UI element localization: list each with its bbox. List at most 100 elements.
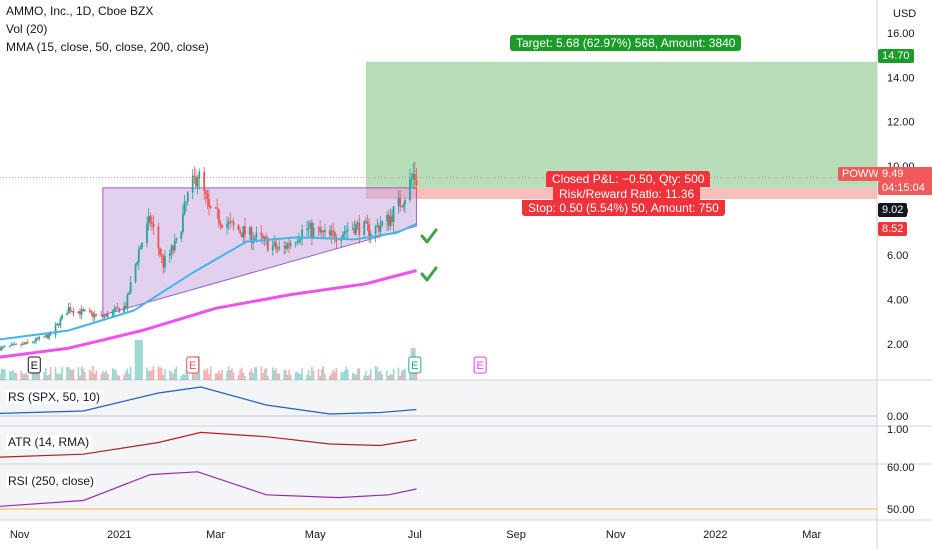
candle-body bbox=[296, 241, 299, 243]
symbol-legend[interactable]: AMMO, Inc., 1D, Cboe BZX bbox=[6, 4, 154, 18]
candle-body bbox=[240, 232, 243, 238]
earnings-box bbox=[408, 356, 422, 374]
candle-body bbox=[216, 207, 219, 209]
atr-pane[interactable] bbox=[0, 426, 877, 464]
volume-bar bbox=[93, 374, 96, 380]
volume-bar bbox=[237, 375, 240, 380]
volume-bar bbox=[172, 373, 174, 380]
volume-bar bbox=[147, 370, 150, 380]
candle-body bbox=[346, 229, 349, 231]
candle-body bbox=[311, 222, 313, 237]
volume-bar bbox=[36, 369, 39, 380]
candle-body bbox=[0, 347, 3, 351]
volume-bar bbox=[173, 369, 176, 380]
volume-bar bbox=[232, 372, 235, 380]
rs-pane[interactable] bbox=[0, 380, 877, 426]
candle-body bbox=[106, 313, 109, 317]
volume-bar bbox=[365, 370, 367, 380]
candle-body bbox=[43, 336, 45, 338]
candle-body bbox=[379, 225, 382, 232]
candle-body bbox=[118, 308, 121, 313]
candle-body bbox=[203, 171, 206, 191]
volume-bar bbox=[332, 369, 334, 380]
candle-body bbox=[242, 226, 245, 238]
candle-body bbox=[377, 225, 380, 232]
candle-body bbox=[275, 242, 277, 249]
candle-body bbox=[103, 315, 106, 318]
rs-tick-label: 0.00 bbox=[887, 411, 908, 423]
volume-bar bbox=[320, 369, 323, 380]
volume-bar bbox=[392, 368, 395, 380]
candle-body bbox=[262, 235, 264, 239]
candle-body bbox=[389, 216, 392, 226]
volume-bar bbox=[80, 366, 83, 380]
candle-body bbox=[191, 175, 194, 193]
volume-bar bbox=[216, 373, 219, 380]
candle-body bbox=[355, 223, 357, 234]
candle-body bbox=[38, 336, 41, 339]
volume-bar bbox=[267, 375, 269, 380]
volume-bar bbox=[366, 375, 369, 380]
candle-body bbox=[229, 221, 232, 223]
volume-bar bbox=[128, 373, 130, 380]
volume-bar bbox=[151, 369, 153, 380]
candle-body bbox=[173, 240, 176, 251]
candle-body bbox=[342, 234, 344, 239]
volume-bar bbox=[369, 369, 372, 380]
time-tick-label: Nov bbox=[606, 529, 626, 541]
candle-body bbox=[204, 190, 207, 195]
candle-body bbox=[231, 221, 233, 223]
mma-legend[interactable]: MMA (15, close, 50, close, 200, close) bbox=[6, 40, 209, 54]
volume-bar bbox=[288, 369, 290, 380]
candle-body bbox=[402, 204, 405, 208]
candle-body bbox=[92, 312, 94, 318]
candle-body bbox=[129, 282, 132, 294]
candle-body bbox=[317, 227, 320, 229]
candle-body bbox=[67, 307, 70, 314]
volume-bar bbox=[100, 374, 103, 380]
rsi-legend[interactable]: RSI (250, close) bbox=[6, 474, 97, 488]
volume-bar bbox=[218, 370, 220, 380]
volume-bar bbox=[271, 367, 274, 380]
candle-body bbox=[36, 338, 39, 340]
time-tick-label: Sep bbox=[506, 529, 526, 541]
candle-body bbox=[126, 294, 129, 309]
volume-bar bbox=[389, 373, 392, 380]
volume-bar bbox=[118, 375, 121, 380]
candle-body bbox=[351, 228, 354, 230]
rs-legend[interactable]: RS (SPX, 50, 10) bbox=[6, 390, 103, 404]
candle-body bbox=[263, 236, 266, 239]
volume-bar bbox=[187, 368, 189, 380]
ma50-line bbox=[0, 222, 417, 341]
candle-body bbox=[226, 224, 228, 228]
volume-bar bbox=[381, 374, 383, 380]
volume-bar bbox=[129, 366, 132, 380]
volume-bar bbox=[82, 368, 85, 380]
candle-body bbox=[10, 344, 13, 346]
candle-body bbox=[368, 223, 370, 236]
volume-bar bbox=[299, 374, 302, 380]
volume-legend[interactable]: Vol (20) bbox=[6, 22, 48, 36]
volume-bar bbox=[240, 367, 243, 380]
candle-body bbox=[69, 307, 72, 312]
time-tick-label: Nov bbox=[10, 529, 30, 541]
atr-line bbox=[0, 431, 417, 458]
rr-label: Risk/Reward Ratio: 11.36 bbox=[553, 186, 701, 202]
volume-bar bbox=[0, 368, 3, 380]
volume-bar bbox=[25, 372, 27, 380]
candle-body bbox=[23, 343, 26, 345]
atr-legend[interactable]: ATR (14, RMA) bbox=[6, 435, 92, 449]
candle-body bbox=[328, 230, 331, 236]
candle-body bbox=[172, 246, 175, 251]
candle-body bbox=[186, 192, 189, 202]
volume-bar bbox=[4, 368, 6, 380]
candle-body bbox=[237, 225, 240, 230]
rsi-pane[interactable] bbox=[0, 464, 877, 520]
volume-bar bbox=[157, 366, 160, 380]
candle-body bbox=[157, 226, 160, 249]
volume-bar bbox=[294, 372, 297, 380]
volume-bar bbox=[329, 375, 331, 380]
volume-bar bbox=[368, 375, 370, 380]
candle-body bbox=[152, 223, 155, 227]
